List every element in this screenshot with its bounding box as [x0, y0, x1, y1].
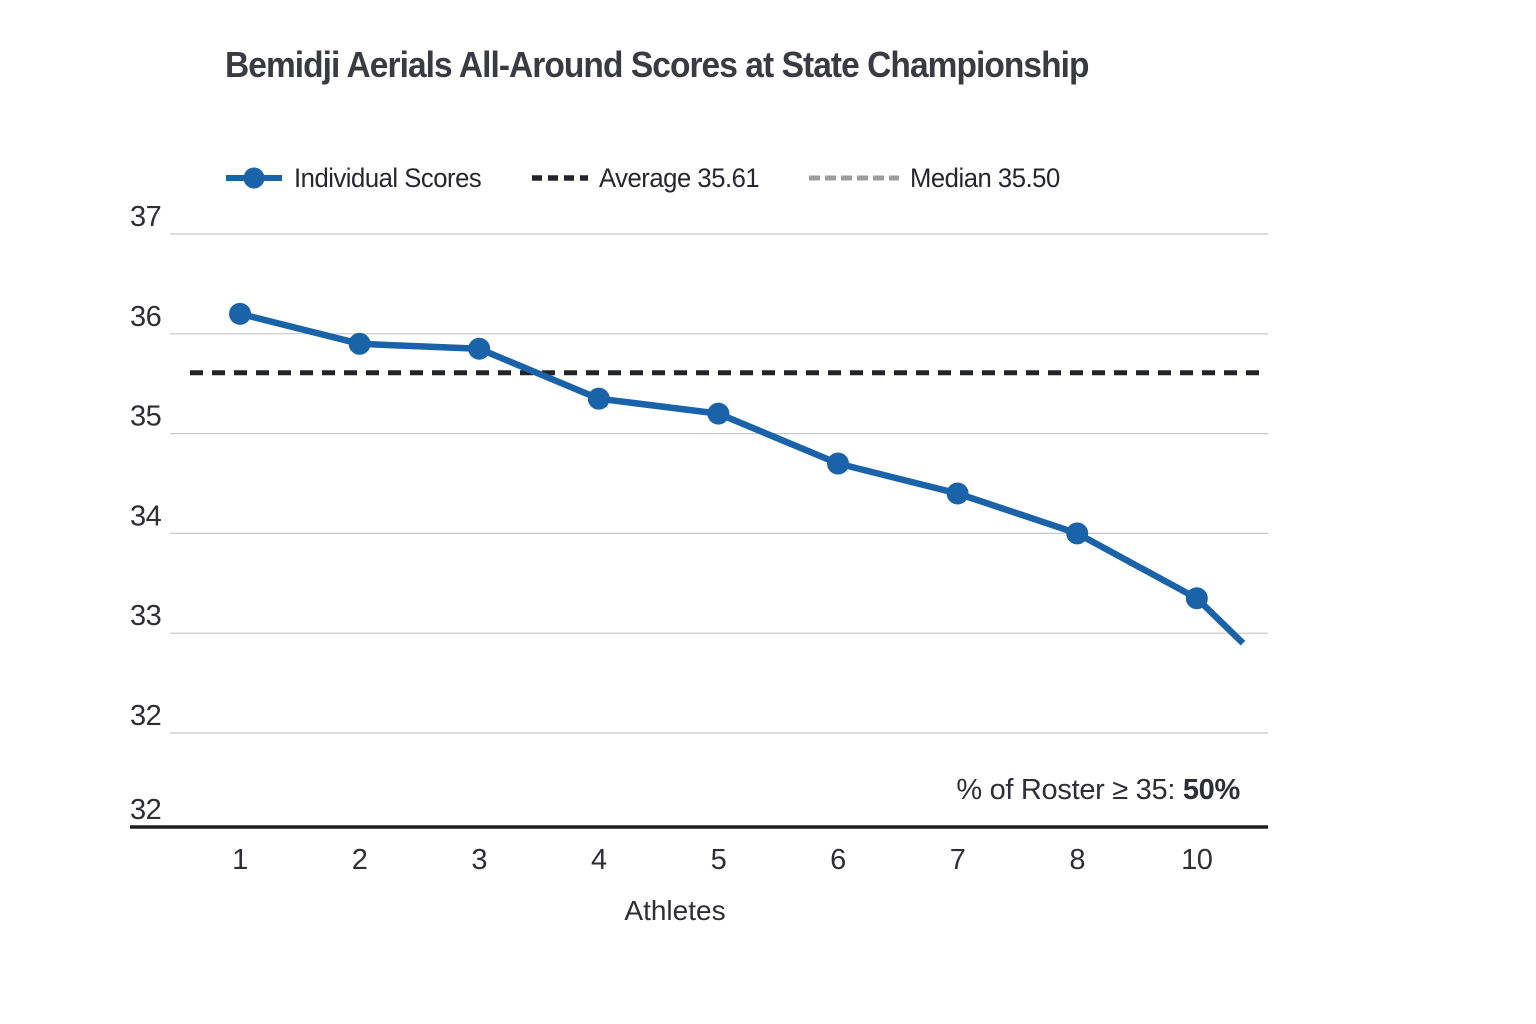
data-point-marker	[587, 387, 610, 410]
y-tick-label: 33	[130, 600, 161, 632]
data-point-marker	[348, 332, 371, 355]
x-tick-label: 10	[1181, 844, 1212, 876]
legend-label: Average 35.61	[599, 162, 760, 193]
x-tick-label: 1	[232, 844, 248, 876]
y-tick-label: 32	[130, 700, 161, 732]
legend-label: Median 35.50	[909, 162, 1060, 193]
legend-label: Individual Scores	[294, 162, 482, 193]
x-tick-label: 4	[591, 844, 607, 876]
x-axis-title: Athletes	[624, 895, 726, 926]
data-point-marker	[1185, 587, 1208, 610]
data-point-marker	[1066, 522, 1089, 545]
black-dashed-line-icon	[532, 175, 589, 181]
y-tick-label: 35	[130, 401, 161, 433]
legend: Individual Scores Average 35.61 Median 3…	[224, 158, 1067, 198]
legend-item-individual-scores: Individual Scores	[224, 163, 491, 194]
legend-item-median: Median 35.50	[808, 163, 1068, 194]
data-point-marker	[468, 337, 491, 360]
y-tick-label: 36	[130, 301, 161, 333]
x-tick-label: 2	[352, 844, 368, 876]
y-tick-label: 32	[130, 794, 161, 826]
annotation-value: 50%	[1182, 774, 1240, 806]
gray-dashed-line-icon	[808, 175, 899, 181]
data-point-marker	[707, 402, 730, 425]
y-tick-label: 34	[130, 500, 162, 532]
roster-percentage-annotation: % of Roster ≥ 35: 50%	[956, 774, 1240, 807]
data-point-marker	[229, 302, 251, 325]
legend-item-average: Average 35.61	[531, 163, 768, 194]
y-tick-label: 37	[130, 201, 161, 233]
line-with-dot-icon	[226, 167, 282, 189]
x-tick-label: 6	[830, 844, 846, 876]
individual-scores-line	[239, 310, 1246, 646]
x-tick-label: 8	[1069, 844, 1085, 876]
data-point-marker	[946, 482, 969, 505]
x-tick-label: 3	[471, 844, 487, 876]
data-point-marker	[827, 452, 849, 475]
x-tick-label: 7	[950, 844, 966, 876]
annotation-prefix: % of Roster ≥ 35:	[956, 774, 1183, 806]
chart-title: Bemidji Aerials All-Around Scores at Sta…	[225, 44, 1089, 85]
x-tick-label: 5	[711, 844, 727, 876]
